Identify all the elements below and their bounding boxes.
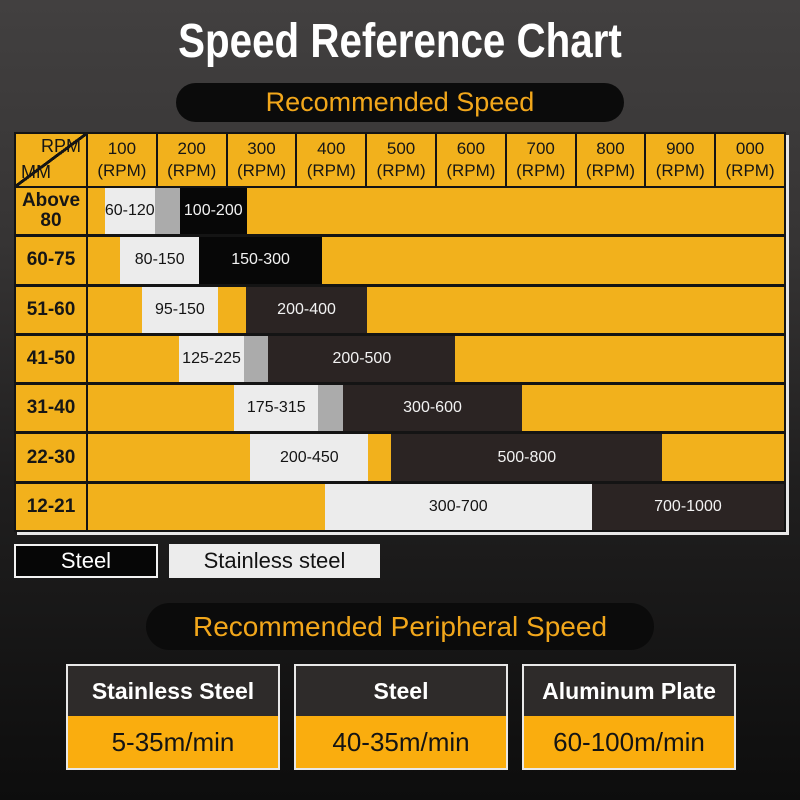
table-row-above-80: Above 80 60-120 100-200: [16, 188, 784, 238]
col-header-600: 600 (RPM): [437, 134, 507, 186]
col-header-800: 800 (RPM): [577, 134, 647, 186]
table-row-31-40: 31-40 175-315 300-600: [16, 385, 784, 435]
corner-rpm-label: RPM: [41, 136, 81, 156]
table-corner-cell: RPM MM: [16, 134, 88, 186]
col-header-unit: (RPM): [585, 161, 636, 180]
col-header-500: 500 (RPM): [367, 134, 437, 186]
row-track: 80-150 150-300: [88, 237, 784, 284]
peripheral-cards: Stainless Steel 5-35m/min Steel 40-35m/min A…: [66, 664, 736, 770]
recommended-speed-label: Recommended Speed: [265, 87, 535, 117]
row-track: 175-315 300-600: [88, 385, 784, 432]
row-track: 60-120 100-200: [88, 188, 784, 235]
col-header-value: 200: [177, 138, 206, 158]
bar-overlap: [318, 385, 344, 432]
row-label: Above 80: [16, 188, 88, 235]
table-row-41-50: 41-50 125-225 200-500: [16, 335, 784, 386]
col-header-unit: (RPM): [97, 161, 147, 180]
row-track: 95-150 200-400: [88, 286, 784, 333]
bar-stainless: 80-150: [120, 237, 200, 284]
card-speed-value: 5-35m/min: [68, 716, 278, 768]
bar-stainless: 300-700: [324, 483, 592, 530]
speed-reference-table: RPM MM 100 (RPM) 200 (RPM) 300 (RPM) 400 (RPM) 5…: [14, 132, 786, 532]
col-header-unit: (RPM): [516, 161, 566, 180]
col-header-unit: (RPM): [306, 161, 356, 180]
table-row-60-75: 60-75 80-150 150-300: [16, 237, 784, 287]
row-label: 41-50: [16, 335, 88, 383]
bar-stainless: 175-315: [234, 385, 319, 432]
col-header-100: 100 (RPM): [88, 134, 158, 186]
table-row-22-30: 22-30 200-450 500-800: [16, 434, 784, 484]
col-header-unit: (RPM): [167, 161, 217, 180]
legend-steel: Steel: [14, 544, 158, 578]
page-title: Speed Reference Chart: [178, 15, 622, 68]
bar-steel: 700-1000: [591, 483, 784, 530]
legend-stainless-steel: Stainless steel: [169, 544, 380, 578]
col-header-value: 700: [526, 138, 555, 158]
col-header-value: 300: [247, 138, 276, 158]
col-header-300: 300 (RPM): [228, 134, 298, 186]
table-row-12-21: 12-21 300-700 700-1000: [16, 483, 784, 530]
bar-steel: 100-200: [179, 188, 247, 235]
col-header-value: 900: [666, 138, 695, 158]
col-header-200: 200 (RPM): [158, 134, 228, 186]
bar-stainless: 125-225: [179, 335, 244, 383]
bar-overlap: [243, 335, 269, 383]
col-header-value: 500: [386, 138, 416, 158]
col-header-unit: (RPM): [655, 161, 705, 180]
card-stainless-steel: Stainless Steel 5-35m/min: [66, 664, 280, 770]
recommended-speed-pill: Recommended Speed: [176, 83, 624, 122]
bar-steel: 200-500: [268, 335, 456, 383]
legend: Steel Stainless steel: [14, 544, 380, 578]
row-label: 60-75: [16, 237, 88, 284]
col-header-value: 600: [456, 138, 486, 158]
row-label: 51-60: [16, 286, 88, 333]
card-material-label: Aluminum Plate: [524, 666, 734, 716]
card-aluminum-plate: Aluminum Plate 60-100m/min: [522, 664, 736, 770]
row-label: 12-21: [16, 483, 88, 530]
row-track: 125-225 200-500: [88, 335, 784, 383]
col-header-unit: (RPM): [376, 161, 426, 180]
bar-steel: 300-600: [343, 385, 522, 432]
peripheral-speed-pill: Recommended Peripheral Speed: [146, 603, 654, 650]
bar-stainless: 60-120: [104, 188, 155, 235]
card-speed-value: 40-35m/min: [296, 716, 506, 768]
col-header-unit: (RPM): [236, 161, 287, 180]
col-header-700: 700 (RPM): [507, 134, 577, 186]
col-header-value: 800: [596, 138, 625, 158]
peripheral-speed-label: Recommended Peripheral Speed: [192, 610, 608, 642]
col-header-900: 900 (RPM): [646, 134, 717, 186]
card-material-label: Steel: [296, 666, 506, 716]
col-header-unit: (RPM): [725, 161, 775, 180]
bar-stainless: 200-450: [250, 434, 369, 481]
col-header-value: 100: [107, 138, 137, 158]
card-steel: Steel 40-35m/min: [294, 664, 508, 770]
row-track: 300-700 700-1000: [88, 483, 784, 530]
table-row-51-60: 51-60 95-150 200-400: [16, 286, 784, 336]
col-header-400: 400 (RPM): [297, 134, 368, 186]
col-header-unit: (RPM): [446, 161, 496, 180]
bar-stainless: 95-150: [141, 286, 219, 333]
card-speed-value: 60-100m/min: [524, 716, 734, 768]
row-track: 200-450 500-800: [88, 434, 784, 481]
col-header-value: 400: [317, 138, 346, 158]
corner-mm-label: MM: [21, 162, 51, 182]
bar-overlap: [154, 188, 180, 235]
bar-steel: 200-400: [245, 286, 368, 333]
table-header-row: RPM MM 100 (RPM) 200 (RPM) 300 (RPM) 400 (RPM) 5…: [16, 134, 784, 188]
bar-steel: 500-800: [391, 434, 663, 481]
row-label: 22-30: [16, 434, 88, 481]
col-header-value: 000: [735, 138, 765, 158]
col-header-000: 000 (RPM): [716, 134, 784, 186]
row-label: 31-40: [16, 385, 88, 432]
card-material-label: Stainless Steel: [68, 666, 278, 716]
table-body: Above 80 60-120 100-200 60-75 80-150 150-300 5…: [16, 188, 784, 530]
bar-steel: 150-300: [199, 237, 322, 284]
